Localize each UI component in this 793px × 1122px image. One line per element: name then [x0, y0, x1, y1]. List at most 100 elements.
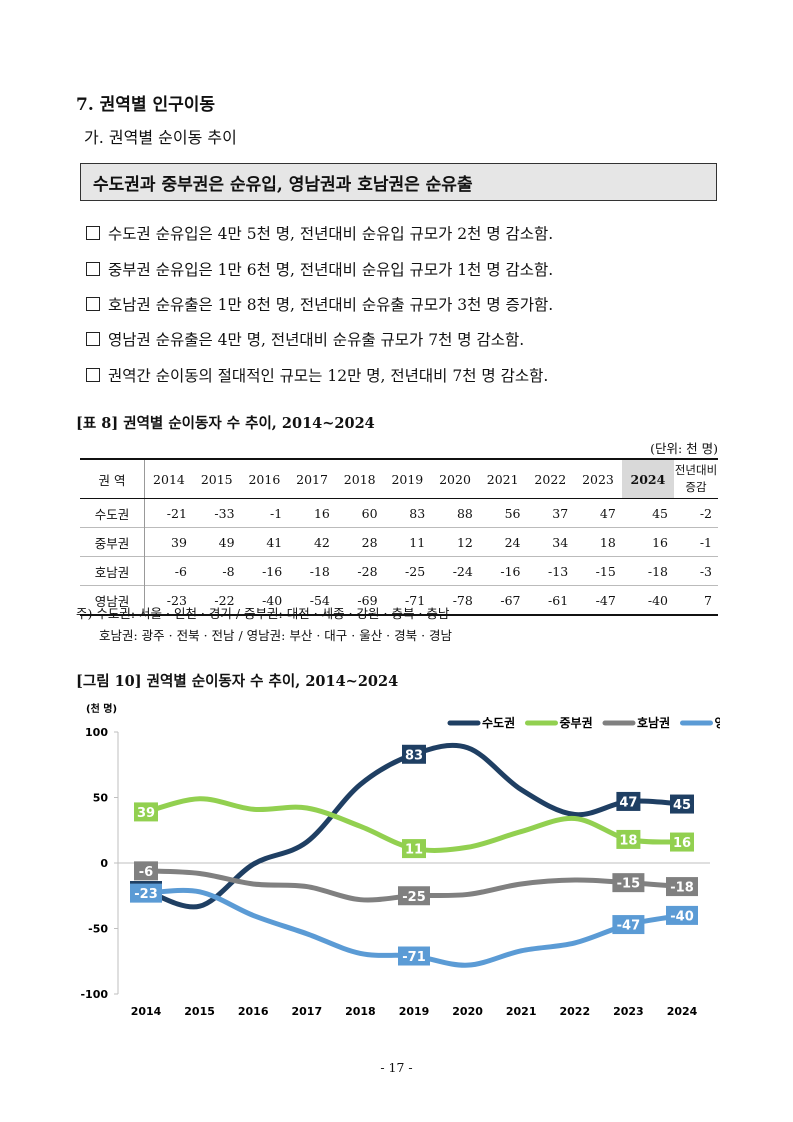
table-cell: -40: [621, 585, 674, 616]
table-row: 수도권 -21 -33 -1 16 60 83 88 56 37 47 45 -…: [80, 498, 718, 528]
data-label-box: [612, 915, 645, 935]
x-tick-label: 2015: [184, 1005, 215, 1018]
table-cell: -78: [431, 585, 479, 616]
data-label-box: [616, 791, 641, 811]
table-unit: (단위: 천 명): [650, 441, 718, 456]
table-cell: 11: [383, 527, 432, 557]
header-year: 2018: [335, 458, 384, 499]
table-cell: -71: [383, 585, 432, 616]
data-label-box: [402, 839, 426, 859]
table-cell-yoy: -2: [674, 498, 718, 528]
table-cell: -25: [383, 556, 432, 586]
table-cell: -6: [144, 556, 193, 586]
table-cell: -28: [335, 556, 384, 586]
header-year: 2015: [192, 458, 241, 499]
bullet-item: 중부권 순유입은 1만 6천 명, 전년대비 순유입 규모가 1천 명 감소함.: [86, 258, 553, 280]
header-year: 2021: [478, 458, 527, 499]
legend-label: 수도권: [482, 716, 515, 730]
bullet-item: 호남권 순유출은 1만 8천 명, 전년대비 순유출 규모가 3천 명 증가함.: [86, 293, 553, 315]
header-year: 2023: [574, 458, 622, 499]
header-region: 권 역: [80, 458, 145, 499]
y-tick-label: 50: [93, 792, 109, 805]
data-label: -15: [617, 877, 641, 892]
table-note: 호남권: 광주 · 전북 · 전남 / 영남권: 부산 · 대구 · 울산 · …: [99, 628, 453, 643]
row-region: 수도권: [80, 498, 145, 528]
table-cell: 12: [431, 527, 479, 557]
header-year: 2014: [144, 458, 193, 499]
data-label-box: [398, 946, 430, 966]
table-row: 중부권 39 49 41 42 28 11 12 24 34 18 16 -1: [80, 527, 718, 557]
table-title: [표 8] 권역별 순이동자 수 추이, 2014~2024: [76, 415, 375, 432]
summary-text: 수도권과 중부권은 순유입, 영남권과 호남권은 순유출: [93, 174, 473, 195]
checkbox-square-icon: [86, 368, 100, 382]
data-label-box: [612, 873, 645, 893]
bullet-text: 호남권 순유출은 1만 8천 명, 전년대비 순유출 규모가 3천 명 증가함.: [108, 296, 554, 314]
row-region: 영남권: [80, 585, 145, 616]
data-label-box: [402, 744, 426, 764]
y-tick-label: 100: [85, 726, 108, 739]
data-label-box: [134, 861, 158, 881]
checkbox-square-icon: [86, 226, 100, 240]
table-cell-yoy: 7: [674, 585, 718, 616]
x-tick-label: 2014: [131, 1005, 162, 1018]
table-cell: -61: [526, 585, 575, 616]
table-cell: -69: [335, 585, 384, 616]
table-cell: -54: [288, 585, 336, 616]
figure-title: [그림 10] 권역별 순이동자 수 추이, 2014~2024: [76, 673, 399, 690]
bullet-item: 수도권 순유입은 4만 5천 명, 전년대비 순유입 규모가 2천 명 감소함.: [86, 222, 553, 244]
y-tick-label: -50: [88, 923, 108, 936]
table-cell: 42: [288, 527, 336, 557]
row-region: 중부권: [80, 527, 145, 557]
page-number: - 17 -: [380, 1060, 413, 1075]
header-yoy: 전년대비 증감: [674, 458, 718, 499]
table-row: 호남권 -6 -8 -16 -18 -28 -25 -24 -16 -13 -1…: [80, 556, 718, 586]
table-cell: 45: [621, 498, 674, 528]
table-cell: -16: [240, 556, 289, 586]
bullet-text: 중부권 순유입은 1만 6천 명, 전년대비 순유입 규모가 1천 명 감소함.: [108, 261, 554, 279]
table-cell: 60: [335, 498, 384, 528]
data-label: 18: [619, 833, 637, 848]
header-year: 2022: [526, 458, 575, 499]
data-label: -40: [670, 909, 694, 924]
data-label-box: [666, 877, 698, 897]
data-label: 39: [137, 806, 155, 821]
checkbox-square-icon: [86, 262, 100, 276]
table-cell: -8: [192, 556, 241, 586]
table-cell: 16: [621, 527, 674, 557]
header-year: 2020: [431, 458, 479, 499]
table-note: 주) 수도권: 서울 · 인천 · 경기 / 중부권: 대전 · 세종 · 강원…: [76, 606, 450, 621]
header-year-highlight: 2024: [621, 458, 674, 499]
x-tick-label: 2016: [238, 1005, 269, 1018]
legend-label: 중부권: [560, 716, 593, 730]
table-cell: -22: [192, 585, 241, 616]
table-cell: -33: [192, 498, 241, 528]
data-label-box: [616, 829, 641, 849]
bullet-item: 영남권 순유출은 4만 명, 전년대비 순유출 규모가 7천 명 감소함.: [86, 328, 524, 350]
data-label-box: [670, 794, 694, 814]
y-tick-label: -100: [80, 988, 108, 1001]
table-cell: 18: [574, 527, 622, 557]
data-label: -47: [617, 919, 641, 934]
header-yoy-line2: 증감: [685, 480, 707, 494]
table-cell-yoy: -3: [674, 556, 718, 586]
data-label: 16: [673, 836, 691, 851]
table-cell: 28: [335, 527, 384, 557]
checkbox-square-icon: [86, 332, 100, 346]
table-cell: -40: [240, 585, 289, 616]
y-axis-title: (천 명): [86, 702, 117, 715]
x-tick-label: 2024: [667, 1005, 698, 1018]
x-tick-label: 2017: [291, 1005, 322, 1018]
table-cell: 47: [574, 498, 622, 528]
bullet-text: 권역간 순이동의 절대적인 규모는 12만 명, 전년대비 7천 명 감소함.: [108, 367, 549, 385]
data-label-box: [130, 883, 162, 903]
table-cell: -1: [240, 498, 289, 528]
table-cell: 41: [240, 527, 289, 557]
table-cell: 24: [478, 527, 527, 557]
table-cell: -15: [574, 556, 622, 586]
legend-label: 영남권: [715, 715, 721, 730]
table-header-row: 권 역 2014 2015 2016 2017 2018 2019 2020 2…: [80, 458, 718, 499]
bullet-text: 수도권 순유입은 4만 5천 명, 전년대비 순유입 규모가 2천 명 감소함.: [108, 225, 554, 243]
table-cell: -13: [526, 556, 575, 586]
data-label: -6: [139, 865, 153, 880]
table-cell: 49: [192, 527, 241, 557]
